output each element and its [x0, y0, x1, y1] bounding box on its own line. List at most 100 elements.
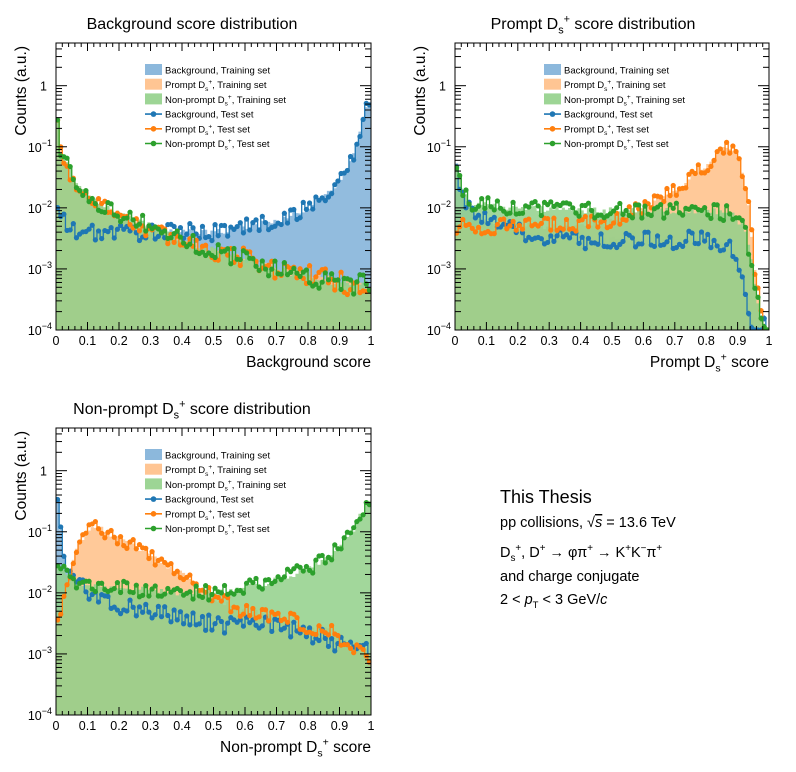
- data-point: [114, 213, 121, 219]
- data-point: [114, 226, 121, 232]
- legend-entry: Non-prompt Ds+, Training set: [145, 478, 286, 493]
- data-point: [152, 562, 158, 568]
- plot-area: [455, 139, 769, 330]
- data-point: [281, 625, 287, 631]
- data-point: [130, 589, 136, 596]
- data-point: [266, 262, 272, 268]
- data-point: [272, 223, 278, 229]
- data-point: [623, 207, 629, 214]
- legend-marker: [150, 111, 157, 117]
- plot-area: [56, 100, 371, 330]
- data-point: [626, 204, 632, 210]
- data-point: [218, 598, 224, 604]
- data-point: [629, 215, 636, 221]
- legend-swatch: [145, 93, 162, 105]
- data-point: [203, 242, 209, 248]
- data-point: [146, 609, 152, 615]
- data-point: [332, 182, 338, 188]
- data-point: [206, 612, 212, 618]
- data-point: [347, 645, 354, 651]
- data-point: [266, 273, 272, 279]
- data-point: [538, 220, 544, 226]
- data-point: [727, 211, 733, 217]
- data-point: [146, 555, 152, 562]
- data-point: [332, 648, 338, 654]
- data-point: [357, 133, 363, 140]
- data-point: [338, 286, 344, 293]
- data-point: [108, 201, 114, 207]
- data-point: [209, 237, 215, 244]
- legend-marker: [549, 111, 556, 117]
- data-point: [351, 525, 357, 531]
- data-point: [199, 249, 206, 255]
- data-point: [313, 557, 319, 563]
- data-point: [702, 238, 708, 244]
- data-point: [262, 607, 269, 613]
- y-tick-label: 10−3: [28, 260, 52, 277]
- x-tick-label: 0.1: [79, 719, 96, 733]
- data-point: [291, 265, 297, 272]
- data-point: [143, 601, 149, 607]
- data-point: [585, 235, 592, 241]
- data-point: [89, 195, 95, 202]
- x-tick-label: 0.3: [142, 334, 159, 348]
- data-point: [86, 596, 92, 602]
- data-point: [272, 258, 278, 264]
- data-point: [745, 198, 752, 205]
- data-point: [585, 224, 592, 230]
- data-point: [322, 635, 328, 642]
- data-point: [360, 116, 366, 123]
- data-point: [736, 267, 742, 273]
- data-point: [545, 239, 551, 246]
- legend-label: Prompt Ds+, Training set: [165, 464, 267, 478]
- plot-area: [56, 496, 371, 715]
- data-point: [588, 207, 595, 214]
- data-point: [332, 542, 338, 548]
- data-point: [469, 225, 475, 231]
- data-point: [651, 243, 657, 250]
- data-point: [607, 223, 614, 229]
- data-point: [335, 277, 341, 283]
- data-point: [225, 246, 231, 252]
- data-point: [256, 227, 262, 234]
- train-hist-nonprompt: [56, 121, 371, 330]
- legend: Background, Training set Prompt Ds+, Trai…: [544, 64, 685, 152]
- data-point: [466, 201, 472, 207]
- data-point: [253, 217, 259, 223]
- data-point: [294, 270, 300, 276]
- data-point: [629, 235, 636, 241]
- data-point: [64, 582, 70, 588]
- data-point: [177, 587, 184, 594]
- data-point: [86, 226, 92, 232]
- data-point: [313, 631, 319, 638]
- data-point: [764, 327, 769, 330]
- data-point: [266, 618, 272, 624]
- data-point: [269, 266, 275, 272]
- data-point: [234, 223, 240, 230]
- data-point: [243, 250, 250, 256]
- x-tick-label: 0.7: [666, 334, 683, 348]
- data-point: [579, 217, 585, 223]
- data-point: [752, 285, 758, 291]
- data-point: [579, 234, 585, 240]
- data-point: [720, 217, 727, 224]
- panel-nonprompt-score: 0 0.1 0.2 0.3 0.4 0.5 0.6 0.7 0.8 0.9 110−410−310−…: [13, 398, 375, 759]
- data-point: [165, 241, 171, 247]
- data-point: [610, 220, 617, 226]
- data-point: [140, 609, 146, 615]
- x-tick-label: 0.2: [110, 334, 127, 348]
- data-point: [203, 627, 209, 633]
- data-point: [563, 232, 570, 238]
- data-point: [133, 582, 139, 588]
- data-point: [460, 216, 466, 223]
- data-point: [206, 233, 212, 240]
- x-tick-label: 0.4: [572, 334, 589, 348]
- data-point: [284, 220, 291, 226]
- data-point: [61, 553, 67, 559]
- x-tick-label: 0: [452, 334, 459, 348]
- chart-title: Non-prompt Ds+ score distribution: [73, 398, 311, 421]
- data-point: [215, 233, 221, 239]
- legend-label: Non-prompt Ds+, Test set: [564, 138, 669, 152]
- data-point: [351, 650, 357, 656]
- test-series-background: [56, 100, 371, 244]
